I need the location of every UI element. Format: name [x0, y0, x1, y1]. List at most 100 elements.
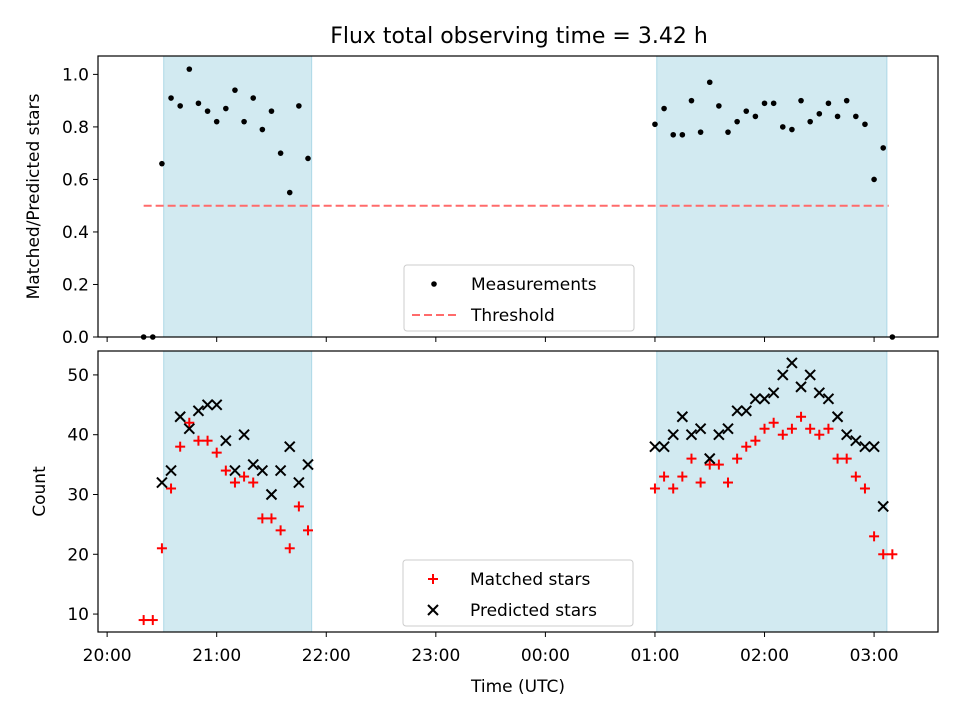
measurement-point [716, 103, 722, 109]
matched-star-point [759, 423, 770, 434]
measurement-point [286, 189, 293, 196]
predicted-star-point [210, 399, 223, 411]
predicted-star-point [229, 464, 241, 477]
matched-star-point [138, 615, 149, 626]
matched-star-point [741, 441, 752, 452]
predicted-star-point [740, 405, 752, 417]
predicted-star-point [174, 411, 186, 423]
matched-star-point [166, 483, 177, 494]
predicted-star-point [840, 428, 853, 441]
measurement-point [798, 97, 804, 104]
predicted-star-point [804, 369, 816, 381]
measurement-point [734, 118, 740, 125]
matched-star-point [257, 513, 268, 524]
predicted-star-point [722, 423, 734, 435]
matched-star-point [303, 525, 313, 536]
bottom-y-tick-label: 20 [67, 545, 89, 565]
legend-label: Matched stars [470, 570, 590, 590]
matched-star-point [841, 453, 852, 464]
measurement-point [725, 129, 731, 135]
predicted-star-point [667, 428, 679, 441]
measurement-point [825, 100, 832, 107]
predicted-star-point [256, 464, 269, 477]
matched-star-point [649, 483, 660, 494]
matched-star-point [814, 429, 825, 440]
matched-star-point [229, 477, 240, 488]
predicted-star-point [192, 405, 205, 417]
top-y-tick-label: 0.8 [62, 118, 89, 138]
matched-star-point [193, 435, 204, 446]
measurement-point [752, 113, 759, 120]
measurement-point [688, 97, 695, 104]
measurement-point [277, 150, 284, 156]
measurement-point [670, 131, 677, 138]
predicted-star-point [676, 411, 689, 423]
top-legend: Measurements Threshold [403, 264, 635, 332]
bottom-legend-box [402, 559, 634, 627]
predicted-star-point [238, 428, 250, 441]
measurement-point [177, 103, 183, 109]
measurement-point [168, 95, 174, 101]
measurement-point [661, 105, 667, 112]
matched-star-point [695, 477, 706, 488]
matched-star-point [777, 429, 788, 440]
predicted-star-point [704, 452, 716, 465]
legend-label: Threshold [470, 306, 555, 326]
matched-star-point [266, 513, 277, 524]
matched-star-point [686, 453, 697, 464]
matched-star-point [732, 453, 743, 464]
measurement-point [223, 105, 229, 112]
predicted-star-point [822, 393, 835, 405]
measurement-point [232, 87, 238, 93]
x-tick-label: 02:00 [740, 646, 789, 666]
top-panel: 0.0 0.2 0.4 0.6 0.8 1.0 Matched/Predicted star… [24, 55, 939, 348]
measurement-point [843, 97, 850, 104]
measurement-point [789, 126, 795, 133]
measurement-point [770, 100, 777, 107]
matched-star-point [184, 417, 195, 428]
bottom-axes-frame [97, 350, 939, 633]
measurement-point [853, 113, 859, 120]
predicted-star-point [658, 440, 670, 453]
top-y-tick-label: 0.2 [62, 275, 89, 295]
matched-star-point [796, 411, 807, 422]
predicted-star-point [777, 369, 789, 381]
matched-star-point [211, 447, 222, 458]
matched-star-point [275, 525, 286, 536]
top-y-tick-label: 1.0 [62, 65, 89, 85]
top-shaded-interval-1 [163, 55, 313, 338]
x-tick-label: 22:00 [302, 646, 351, 666]
measurement-point [305, 155, 311, 162]
matched-star-point [869, 531, 880, 542]
matched-star-point [850, 471, 861, 482]
predicted-star-point [731, 405, 743, 417]
measurement-point [834, 113, 841, 120]
top-y-tick-label: 0.6 [62, 170, 89, 190]
measurement-point [259, 126, 266, 133]
top-legend-box [403, 264, 635, 332]
matched-star-point [704, 459, 715, 470]
predicted-star-point [183, 423, 196, 435]
measurement-point [159, 160, 165, 167]
bottom-panel: 10 20 30 40 50 20:00 21:00 22:00 23:00 00:00 01:00… [30, 350, 939, 697]
matched-star-point [887, 549, 898, 560]
measurement-point [816, 110, 823, 117]
predicted-star-point [813, 387, 826, 399]
matched-star-point [859, 483, 870, 494]
legend-label: Predicted stars [470, 601, 597, 621]
predicted-star-point [201, 399, 214, 411]
measurement-point [880, 145, 887, 151]
measurement-point [204, 108, 211, 114]
legend-label: Measurements [471, 275, 597, 295]
measurement-point [862, 121, 868, 128]
predicted-star-point [274, 464, 287, 477]
matched-star-point [713, 459, 724, 470]
measurement-point [296, 103, 302, 109]
predicted-star-point [156, 476, 168, 489]
x-tick-label: 23:00 [411, 646, 460, 666]
matched-star-point [248, 477, 259, 488]
matched-star-point [156, 543, 167, 554]
legend-marker-measurements [431, 281, 437, 287]
predicted-star-point [284, 440, 296, 453]
bottom-y-axis-label: Count [30, 466, 50, 517]
